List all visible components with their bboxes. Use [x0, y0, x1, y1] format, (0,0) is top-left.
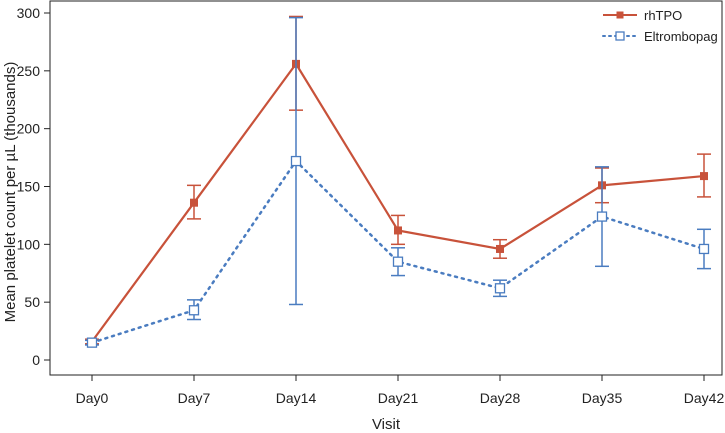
- legend-marker-rhtpo: [616, 11, 624, 19]
- eltrombopag-point-1: [188, 305, 200, 316]
- rhtpo-point-6: [700, 172, 708, 181]
- series-rhtpo: [85, 15, 711, 346]
- legend-label-eltrombopag: Eltrombopag: [644, 29, 718, 44]
- legend-item-eltrombopag: Eltrombopag: [602, 29, 718, 44]
- legend: rhTPO Eltrombopag: [602, 8, 718, 44]
- legend-marker-eltrombopag: [615, 31, 625, 41]
- rhtpo-point-3: [394, 226, 402, 235]
- x-tick-label-6: Day42: [684, 390, 725, 406]
- y-tick-label-1: 50: [24, 294, 40, 310]
- y-tick-label-4: 200: [17, 121, 41, 137]
- y-axis: 0 50 100 150 200 250 300: [17, 5, 50, 368]
- rhtpo-line: [91, 61, 705, 343]
- y-tick-label-2: 100: [17, 236, 41, 252]
- eltrombopag-point-5: [596, 211, 608, 222]
- x-tick-label-5: Day35: [582, 390, 623, 406]
- eltrombopag-point-0: [86, 337, 98, 348]
- y-tick-label-3: 150: [17, 179, 41, 195]
- x-tick-label-1: Day7: [178, 390, 211, 406]
- y-tick-label-0: 0: [32, 352, 40, 368]
- rhtpo-point-1: [190, 198, 198, 207]
- legend-item-rhtpo: rhTPO: [603, 8, 682, 23]
- eltrombopag-point-4: [494, 283, 506, 294]
- series-layer: [85, 15, 711, 348]
- x-axis-title: Visit: [372, 416, 401, 433]
- plot-frame: [49, 0, 723, 376]
- eltrombopag-point-2: [290, 155, 302, 167]
- eltrombopag-point-6: [698, 243, 710, 255]
- x-tick-label-4: Day28: [480, 390, 521, 406]
- legend-label-rhtpo: rhTPO: [644, 8, 682, 23]
- series-eltrombopag: [85, 16, 711, 348]
- x-axis: Day0 Day7 Day14 Day21 Day28 Day35 Day42: [76, 375, 725, 406]
- plot-area-border: [49, 0, 723, 376]
- y-tick-label-5: 250: [17, 63, 41, 79]
- y-tick-label-6: 300: [17, 5, 41, 21]
- x-tick-label-3: Day21: [378, 390, 419, 406]
- rhtpo-point-4: [496, 244, 504, 253]
- y-axis-title: Mean platelet count per µL (thousands): [2, 62, 19, 323]
- x-tick-label-2: Day14: [276, 390, 317, 406]
- eltrombopag-point-3: [392, 256, 404, 267]
- x-tick-label-0: Day0: [76, 390, 109, 406]
